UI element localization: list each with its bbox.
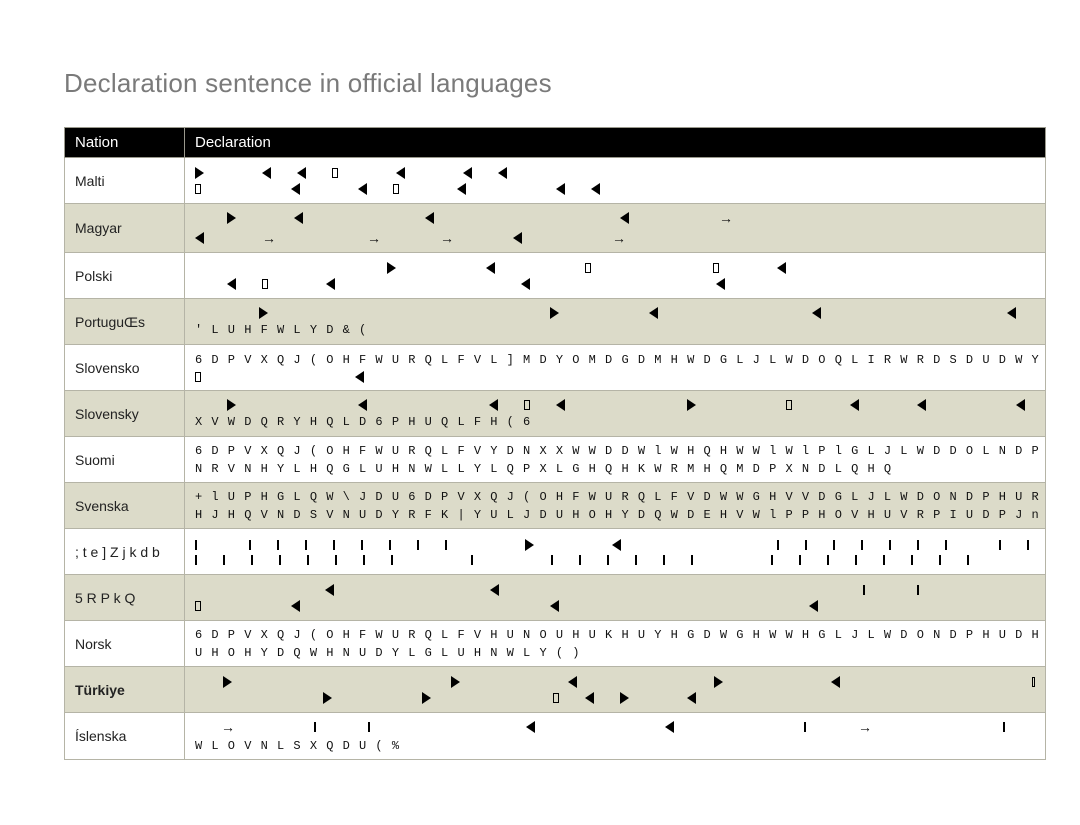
declaration-cell xyxy=(185,575,1046,621)
nation-cell: Slovensky xyxy=(65,391,185,437)
table-row: 5 R P k Q xyxy=(65,575,1046,621)
table-row: Suomi6 D P V X Q J ( O H F W U R Q L F V… xyxy=(65,437,1046,483)
nation-cell: Suomi xyxy=(65,437,185,483)
declaration-cell: + l U P H G L Q W \ J D U 6 D P V X Q J … xyxy=(185,483,1046,529)
table-row: Polski xyxy=(65,253,1046,299)
col-header-declaration: Declaration xyxy=(185,128,1046,158)
table-row: Svenska+ l U P H G L Q W \ J D U 6 D P V… xyxy=(65,483,1046,529)
nation-cell: Slovensko xyxy=(65,345,185,391)
declaration-cell xyxy=(185,158,1046,204)
table-row: PortuguŒs' L U H F W L Y D & ( xyxy=(65,299,1046,345)
table-row: Magyar→→→→→ xyxy=(65,204,1046,253)
declaration-cell xyxy=(185,253,1046,299)
declaration-cell xyxy=(185,667,1046,713)
table-row: Malti xyxy=(65,158,1046,204)
nation-cell: Svenska xyxy=(65,483,185,529)
declaration-cell: →→→→→ xyxy=(185,204,1046,253)
table-row: Norsk6 D P V X Q J ( O H F W U R Q L F V… xyxy=(65,621,1046,667)
nation-cell: Polski xyxy=(65,253,185,299)
table-row: ; t e ] Z j k d b xyxy=(65,529,1046,575)
declaration-cell: →→W L O V N L S X Q D U ( % xyxy=(185,713,1046,760)
table-row: SlovenskyX V W D Q R Y H Q L D 6 P H U Q… xyxy=(65,391,1046,437)
nation-cell: 5 R P k Q xyxy=(65,575,185,621)
nation-cell: ; t e ] Z j k d b xyxy=(65,529,185,575)
col-header-nation: Nation xyxy=(65,128,185,158)
table-row: Íslenska→→W L O V N L S X Q D U ( % xyxy=(65,713,1046,760)
page-title: Declaration sentence in official languag… xyxy=(64,68,1046,99)
nation-cell: Malti xyxy=(65,158,185,204)
declaration-cell: X V W D Q R Y H Q L D 6 P H U Q L F H ( … xyxy=(185,391,1046,437)
nation-cell: Magyar xyxy=(65,204,185,253)
declaration-cell: 6 D P V X Q J ( O H F W U R Q L F V H U … xyxy=(185,621,1046,667)
declaration-table: Nation Declaration MaltiMagyar→→→→→Polsk… xyxy=(64,127,1046,760)
declaration-cell: 6 D P V X Q J ( O H F W U R Q L F V L ] … xyxy=(185,345,1046,391)
table-row: Slovensko6 D P V X Q J ( O H F W U R Q L… xyxy=(65,345,1046,391)
table-row: Türkiye xyxy=(65,667,1046,713)
nation-cell: Íslenska xyxy=(65,713,185,760)
nation-cell: Norsk xyxy=(65,621,185,667)
declaration-cell: 6 D P V X Q J ( O H F W U R Q L F V Y D … xyxy=(185,437,1046,483)
nation-cell: PortuguŒs xyxy=(65,299,185,345)
declaration-cell xyxy=(185,529,1046,575)
declaration-cell: ' L U H F W L Y D & ( xyxy=(185,299,1046,345)
nation-cell: Türkiye xyxy=(65,667,185,713)
